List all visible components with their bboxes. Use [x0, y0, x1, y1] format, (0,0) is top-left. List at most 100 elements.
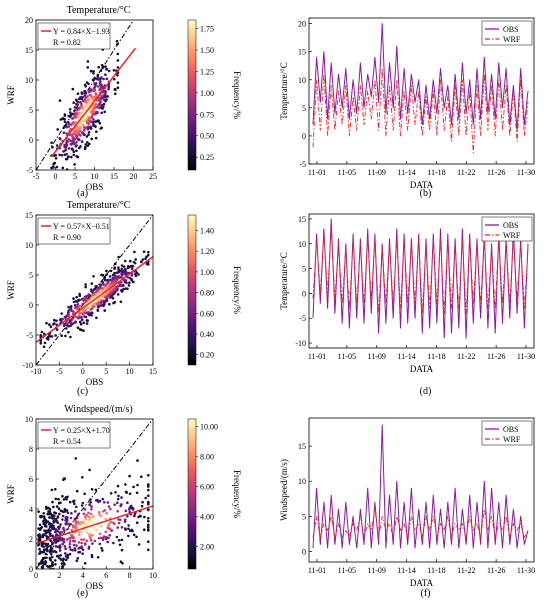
scatter-point [101, 497, 105, 501]
plot-frame [308, 17, 535, 165]
y-tick-label: 10 [298, 240, 306, 249]
scatter-point [92, 118, 95, 121]
y-tick-label: 2 [29, 535, 33, 544]
scatter-point [86, 528, 90, 532]
scatter-point [104, 299, 107, 303]
scatter-point [98, 121, 102, 125]
y-tick-label: -5 [26, 331, 33, 340]
scatter-point [64, 157, 68, 161]
y-axis-label: WRF [6, 280, 16, 300]
scatter-point [75, 524, 78, 528]
scatter-point [105, 535, 108, 539]
scatter-point [77, 138, 80, 141]
scatter-point [120, 548, 124, 552]
y-tick-label: 20 [298, 20, 306, 29]
scatter-point [43, 341, 47, 345]
scatter-point [40, 525, 44, 529]
scatter-point [82, 109, 86, 112]
scatter-point [87, 515, 90, 518]
scatter-point [66, 311, 70, 315]
scatter-point [45, 547, 49, 551]
scatter-point [140, 504, 144, 508]
scatter-point [89, 536, 92, 540]
scatter-point [116, 86, 120, 89]
scatter-point [90, 115, 93, 118]
scatter-point [70, 309, 73, 313]
scatter-point [87, 133, 90, 136]
scatter-point [84, 311, 87, 315]
x-tick-label: 11-05 [338, 168, 356, 177]
x-axis-label: OBS [86, 377, 104, 387]
scatter-point [95, 130, 98, 133]
x-tick-label: 11-09 [368, 352, 386, 361]
colorbar-bar [187, 214, 197, 366]
scatter-point [75, 149, 78, 153]
scatter-point [120, 272, 123, 276]
legend-r-value: R = 0.82 [53, 38, 81, 47]
scatter-point [54, 334, 57, 337]
scatter-point [73, 142, 76, 146]
scatter-point [52, 519, 55, 523]
scatter-point [113, 291, 116, 295]
scatter-point [54, 488, 57, 491]
scatter-point [72, 300, 76, 304]
scatter-point [135, 521, 139, 524]
scatter-point [109, 507, 112, 511]
x-tick-label: 11-14 [397, 352, 415, 361]
scatter-point [91, 289, 94, 293]
scatter-point [41, 535, 45, 539]
scatter-point [143, 515, 146, 519]
legend-entry-wrf: WRF [503, 231, 521, 240]
colorbar-label: Frequency/% [232, 71, 242, 119]
scatter-point [129, 259, 132, 263]
scatter-point [44, 570, 47, 573]
scatter-point [94, 103, 97, 106]
scatter-point [91, 542, 94, 545]
series-line-wrf [312, 228, 529, 314]
x-tick-label: 11-30 [517, 352, 535, 361]
scatter-point [72, 543, 76, 547]
scatter-point [54, 571, 57, 574]
scatter-point [112, 521, 115, 525]
scatter-point [64, 516, 68, 519]
scatter-point [113, 503, 116, 507]
scatter-point [120, 264, 124, 267]
scatter-point [57, 525, 61, 529]
scatter-point [97, 536, 101, 540]
x-tick-label: 11-14 [397, 168, 415, 177]
scatter-point [75, 144, 78, 147]
scatter-point [144, 257, 147, 261]
y-axis-label: WRF [6, 484, 16, 504]
scatter-point [88, 503, 91, 507]
scatter-point [76, 100, 80, 104]
scatter-point [83, 508, 87, 511]
scatter-point [103, 110, 106, 114]
scatter-point [77, 541, 81, 544]
scatter-point [47, 528, 50, 532]
scatter-point [97, 301, 101, 305]
scatter-point [66, 511, 70, 515]
scatter-point [70, 534, 74, 537]
scatter-point [116, 293, 120, 296]
scatter-point [65, 141, 68, 145]
y-axis-label: Temperature/°C [279, 252, 289, 309]
scatter-point [105, 77, 109, 81]
fit-line [36, 505, 153, 545]
scatter-point [116, 74, 119, 77]
scatter-point [142, 250, 146, 253]
scatter-point [101, 289, 104, 292]
scatter-point [100, 63, 104, 67]
scatter-point [58, 556, 61, 560]
scatter-point [80, 318, 84, 322]
scatter-point [98, 513, 101, 516]
scatter-point [64, 508, 67, 512]
scatter-point [92, 89, 96, 93]
scatter-point [85, 539, 89, 543]
scatter-point [73, 502, 76, 506]
scatter-point [94, 136, 98, 140]
scatter-point [81, 123, 85, 127]
scatter-point [91, 520, 94, 523]
plot-frame [35, 418, 154, 570]
scatter-point [113, 271, 116, 275]
